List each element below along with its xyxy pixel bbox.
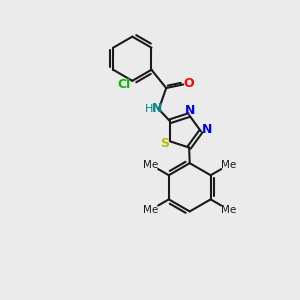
Text: Me: Me: [143, 160, 159, 170]
Text: S: S: [160, 137, 169, 150]
Text: Cl: Cl: [118, 78, 131, 91]
Text: H: H: [145, 103, 154, 114]
Text: N: N: [184, 103, 195, 117]
Text: Me: Me: [221, 160, 236, 170]
Text: Me: Me: [143, 205, 159, 215]
Text: Me: Me: [221, 205, 236, 215]
Text: N: N: [152, 102, 163, 115]
Text: N: N: [202, 123, 213, 136]
Text: O: O: [184, 77, 194, 90]
